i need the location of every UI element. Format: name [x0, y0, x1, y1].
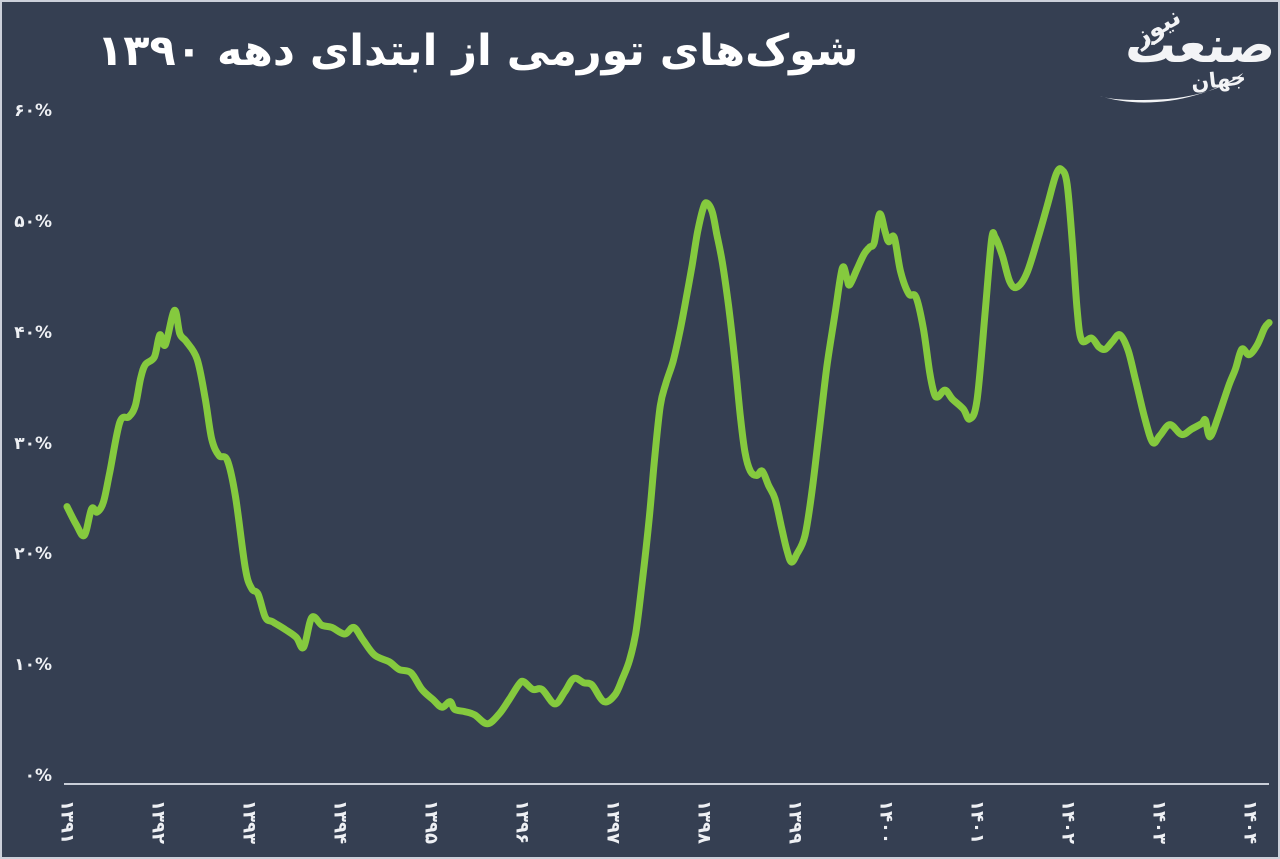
- x-tick-label: ۱۴۰۴: [1239, 800, 1261, 844]
- x-tick-label: ۱۳۹۵: [420, 800, 442, 844]
- x-tick-label: ۱۴۰۱: [966, 800, 988, 844]
- x-tick-label: ۱۳۹۱: [56, 800, 78, 844]
- y-tick-label: ۳۰%: [14, 433, 52, 454]
- x-tick-label: ۱۳۹۸: [693, 800, 715, 844]
- x-tick-label: ۱۳۹۳: [238, 800, 260, 844]
- inflation-line: [63, 165, 1273, 728]
- brand-logo: نیوز صنعت جهان: [1078, 2, 1278, 117]
- y-tick-label: ۲۰%: [14, 544, 52, 565]
- x-tick-label: ۱۴۰۲: [1057, 800, 1079, 844]
- x-tick-label: ۱۳۹۴: [329, 800, 351, 844]
- x-tick-label: ۱۴۰۳: [1148, 800, 1170, 844]
- y-tick-label: ۱۰%: [14, 655, 52, 676]
- y-tick-label: ۶۰%: [14, 101, 52, 122]
- y-tick-label: ۴۰%: [14, 322, 52, 343]
- page-title: شوک‌های تورمی از ابتدای دهه ۱۳۹۰: [97, 26, 859, 76]
- y-tick-label: ۵۰%: [14, 211, 52, 232]
- x-tick-label: ۱۳۹۹: [784, 800, 806, 844]
- x-tick-label: ۱۳۹۲: [147, 800, 169, 844]
- x-tick-label: ۱۳۹۶: [511, 800, 533, 844]
- x-tick-label: ۱۳۹۷: [602, 800, 624, 844]
- y-tick-label: ۰%: [24, 766, 52, 786]
- x-tick-label: ۱۴۰۰: [875, 800, 897, 844]
- logo-swash-stroke: [1100, 73, 1243, 103]
